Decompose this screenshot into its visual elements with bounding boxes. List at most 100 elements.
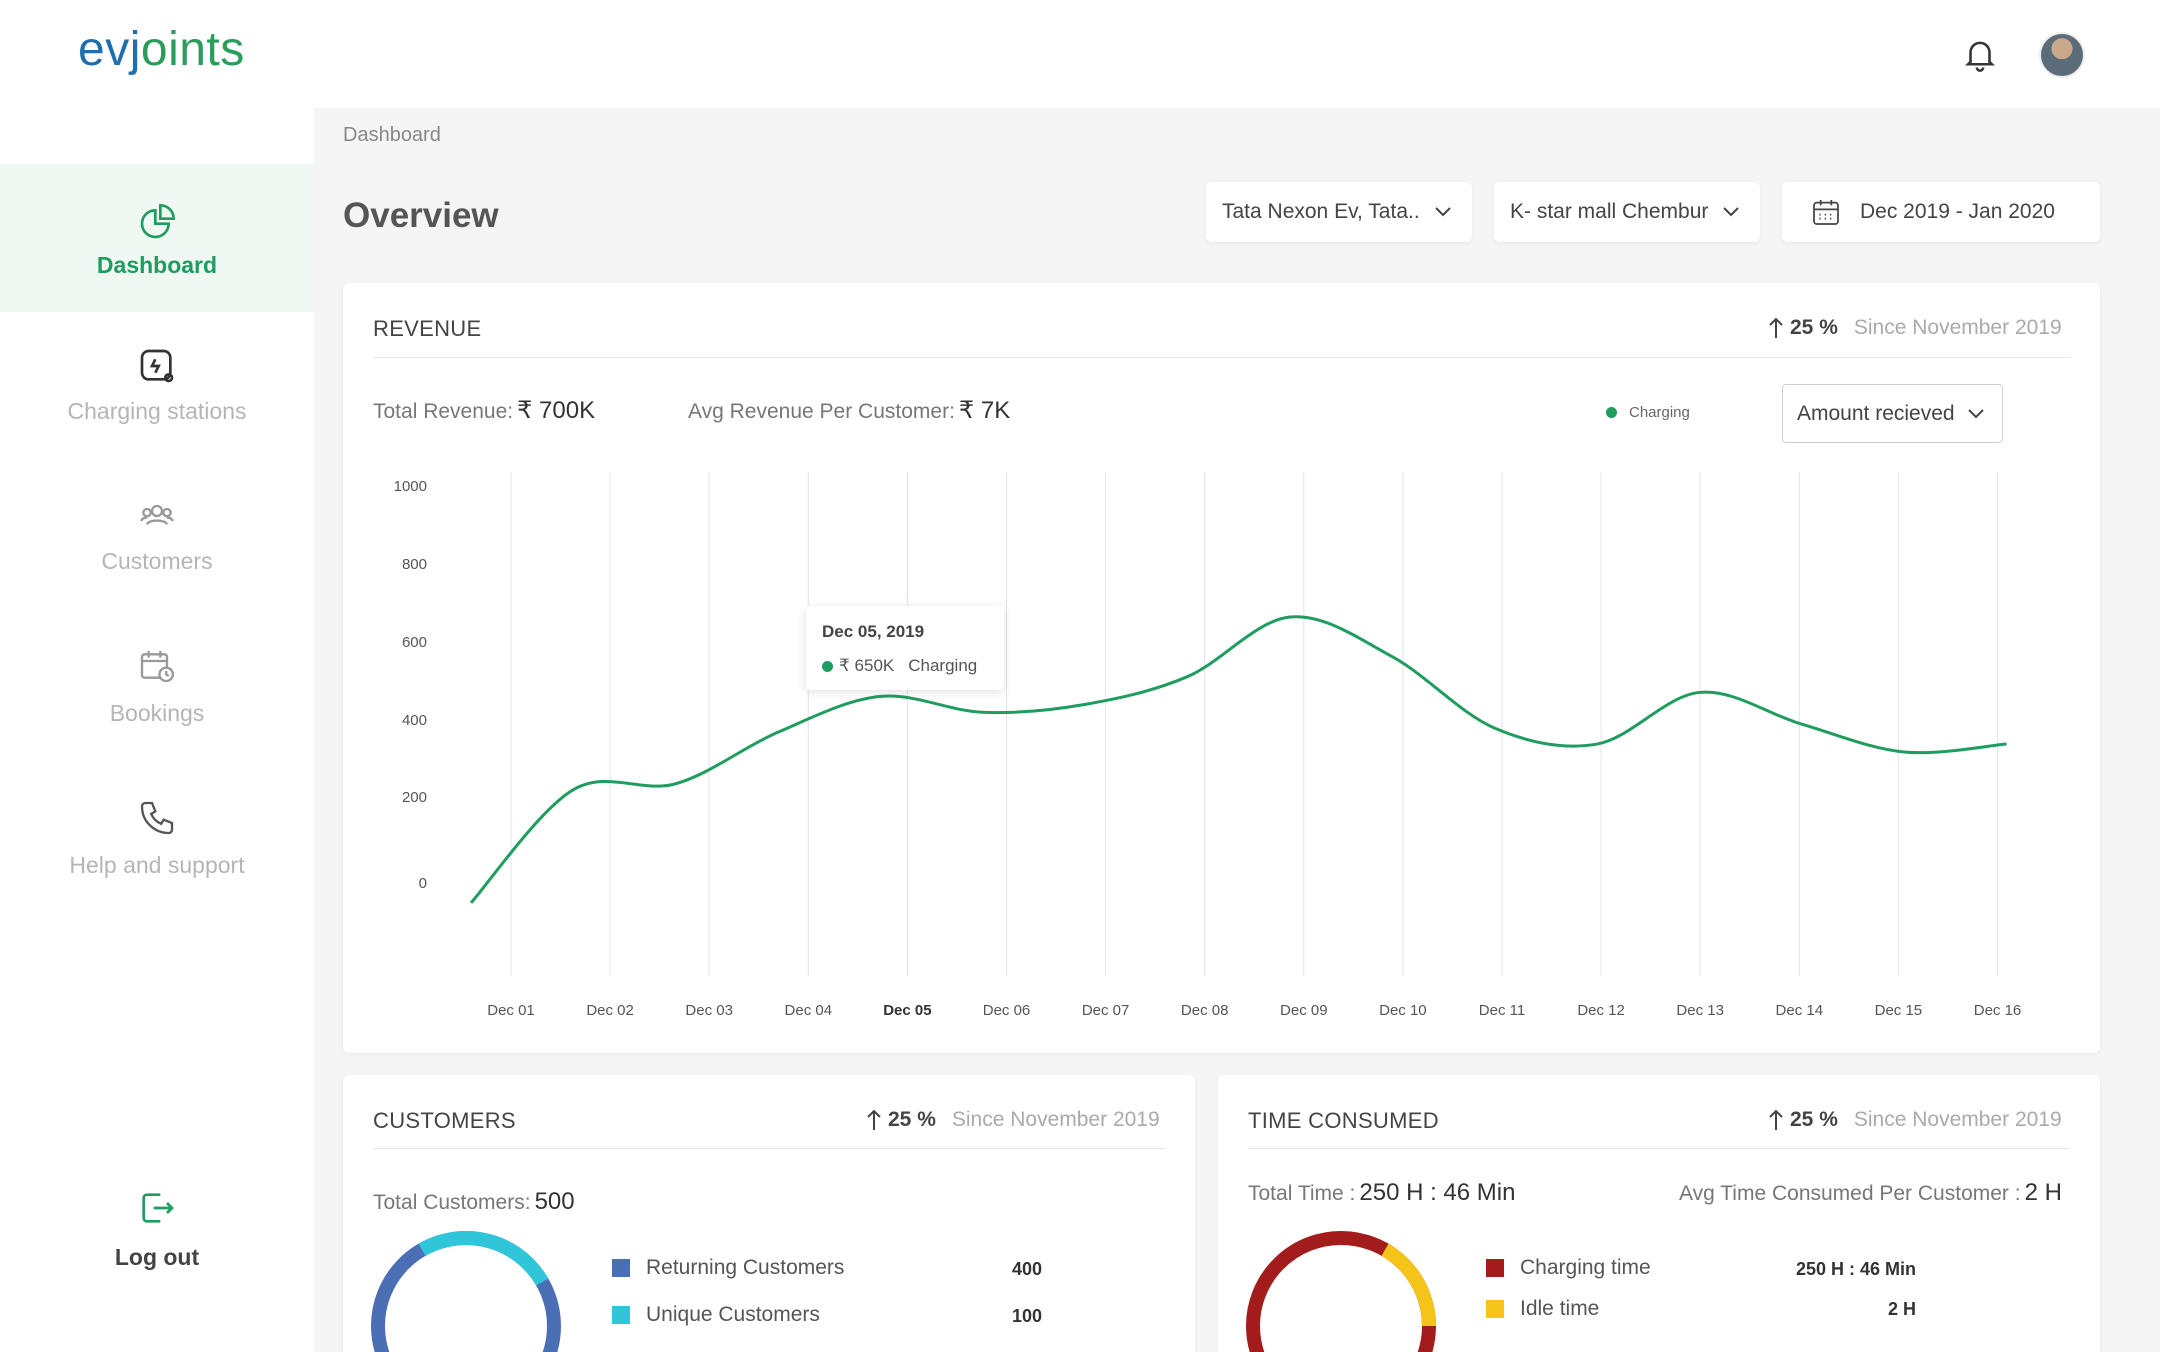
- donut-idle-segment: [1381, 1243, 1436, 1327]
- divider: [1248, 1148, 2070, 1149]
- date-range-picker[interactable]: Dec 2019 - Jan 2020: [1782, 182, 2100, 242]
- top-bar: evjoints: [0, 0, 2160, 108]
- x-tick-label: Dec 16: [1974, 1002, 2022, 1019]
- avg-time-per-customer: Avg Time Consumed Per Customer :2 H: [1679, 1179, 2062, 1206]
- charging-time-value: 250 H : 46 Min: [1795, 1259, 1916, 1279]
- x-tick-label: Dec 02: [586, 1002, 634, 1019]
- date-range-value: Dec 2019 - Jan 2020: [1860, 200, 2055, 223]
- time-consumed-donut: [1246, 1231, 1436, 1352]
- total-revenue: Total Revenue: ₹ 700K: [373, 397, 596, 424]
- revenue-card: [343, 283, 2100, 1053]
- y-tick-label: 200: [402, 789, 427, 806]
- sidebar-item-help-and-support[interactable]: Help and support: [0, 768, 314, 916]
- series-line-charging: [469, 615, 2007, 904]
- revenue-title: REVENUE: [373, 316, 482, 341]
- time-consumed-title: TIME CONSUMED: [1248, 1108, 1439, 1133]
- calendar-clock-icon: [140, 651, 174, 683]
- legend-dot: [1606, 407, 1617, 418]
- x-tick-label: Dec 04: [785, 1002, 833, 1019]
- sidebar-item-label: Bookings: [109, 700, 205, 726]
- arrow-up-icon: [1769, 317, 1783, 338]
- arrow-up-icon: [1769, 1109, 1783, 1130]
- sidebar: Dashboard Charging stations Customers Bo…: [0, 108, 314, 1352]
- divider: [373, 357, 2070, 358]
- pie-chart-icon: [140, 203, 176, 239]
- total-time: Total Time :250 H : 46 Min: [1248, 1179, 1516, 1206]
- charging-station-icon: [140, 349, 174, 383]
- chevron-down-icon: [1434, 207, 1451, 217]
- metric-dropdown[interactable]: Amount recieved: [1782, 384, 2003, 443]
- customers-donut: [371, 1231, 561, 1352]
- divider: [373, 1148, 1166, 1149]
- sidebar-item-label: Charging stations: [67, 398, 247, 424]
- chevron-down-icon: [1723, 207, 1740, 217]
- y-tick-label: 400: [402, 712, 427, 729]
- chart-legend: Charging: [1606, 404, 1690, 421]
- sidebar-item-label: Help and support: [69, 852, 245, 878]
- avatar[interactable]: [2039, 32, 2085, 78]
- x-tick-label: Dec 05: [883, 1002, 931, 1019]
- location-filter-dropdown[interactable]: K- star mall Chembur: [1494, 182, 1760, 242]
- evjoints-logo[interactable]: evjoints: [78, 23, 245, 76]
- breadcrumb[interactable]: Dashboard: [343, 124, 441, 146]
- x-tick-label: Dec 03: [685, 1002, 733, 1019]
- vehicle-filter-dropdown[interactable]: Tata Nexon Ev, Tata..: [1206, 182, 1472, 242]
- calendar-icon: [1813, 200, 1839, 225]
- y-tick-label: 0: [419, 875, 427, 892]
- tooltip-series: Charging: [908, 656, 978, 675]
- revenue-line-chart[interactable]: 1000 800 600 400 200 0 Dec 01 Dec 02 Dec 03 Dec …: [343, 464, 2043, 1034]
- chevron-down-icon: [1967, 408, 1984, 418]
- customers-trend: 25 % Since November 2019: [866, 1108, 1160, 1132]
- donut-unique-segment: [418, 1231, 549, 1286]
- sidebar-item-dashboard[interactable]: Dashboard: [0, 164, 314, 312]
- legend-charging-time: Charging time: [1486, 1256, 1651, 1280]
- y-tick-label: 1000: [394, 478, 427, 495]
- x-tick-label: Dec 12: [1577, 1002, 1625, 1019]
- x-tick-label: Dec 06: [983, 1002, 1031, 1019]
- avg-revenue-per-customer: Avg Revenue Per Customer: ₹ 7K: [688, 397, 1011, 424]
- legend-swatch: [612, 1259, 630, 1277]
- phone-icon: [140, 801, 174, 835]
- arrow-up-icon: [867, 1109, 881, 1130]
- legend-unique-customers: Unique Customers: [612, 1303, 820, 1327]
- sidebar-item-label: Customers: [101, 548, 213, 574]
- returning-customers-value: 400: [1011, 1259, 1042, 1279]
- customers-icon: [140, 504, 174, 526]
- customers-card: [343, 1075, 1195, 1352]
- x-tick-label: Dec 13: [1676, 1002, 1724, 1019]
- legend-swatch: [1486, 1300, 1504, 1318]
- sidebar-item-bookings[interactable]: Bookings: [0, 616, 314, 764]
- total-customers: Total Customers: 500: [373, 1188, 575, 1215]
- tooltip-value: ₹ 650K: [839, 656, 895, 675]
- idle-time-value: 2 H: [1887, 1299, 1916, 1319]
- metric-dropdown-value: Amount recieved: [1797, 401, 1955, 425]
- x-tick-label: Dec 07: [1082, 1002, 1130, 1019]
- location-filter-value: K- star mall Chembur: [1510, 200, 1709, 223]
- customers-title: CUSTOMERS: [373, 1108, 516, 1133]
- sidebar-item-label: Dashboard: [96, 252, 218, 278]
- legend-returning-customers: Returning Customers: [612, 1256, 844, 1280]
- logout-label: Log out: [114, 1244, 200, 1270]
- logout-icon: [142, 1193, 174, 1223]
- sidebar-item-charging-stations[interactable]: Charging stations: [0, 312, 314, 460]
- legend-idle-time: Idle time: [1486, 1297, 1599, 1321]
- x-tick-label: Dec 15: [1875, 1002, 1923, 1019]
- legend-swatch: [1486, 1259, 1504, 1277]
- x-tick-label: Dec 01: [487, 1002, 535, 1019]
- tooltip-dot: [822, 660, 833, 672]
- legend-swatch: [612, 1306, 630, 1324]
- logout-button[interactable]: Log out: [0, 1188, 314, 1336]
- bell-icon[interactable]: [1961, 34, 1999, 74]
- chart-tooltip: Dec 05, 2019 ₹ 650K Charging: [806, 606, 1004, 690]
- revenue-trend: 25 % Since November 2019: [1768, 316, 2062, 340]
- y-tick-label: 600: [402, 634, 427, 651]
- x-tick-label: Dec 10: [1379, 1002, 1427, 1019]
- x-tick-label: Dec 14: [1776, 1002, 1824, 1019]
- sidebar-item-customers[interactable]: Customers: [0, 464, 314, 612]
- x-tick-label: Dec 09: [1280, 1002, 1328, 1019]
- time-consumed-trend: 25 % Since November 2019: [1768, 1108, 2062, 1132]
- time-consumed-card: [1218, 1075, 2100, 1352]
- tooltip-date: Dec 05, 2019: [822, 622, 925, 641]
- y-tick-label: 800: [402, 556, 427, 573]
- page-title: Overview: [343, 196, 499, 235]
